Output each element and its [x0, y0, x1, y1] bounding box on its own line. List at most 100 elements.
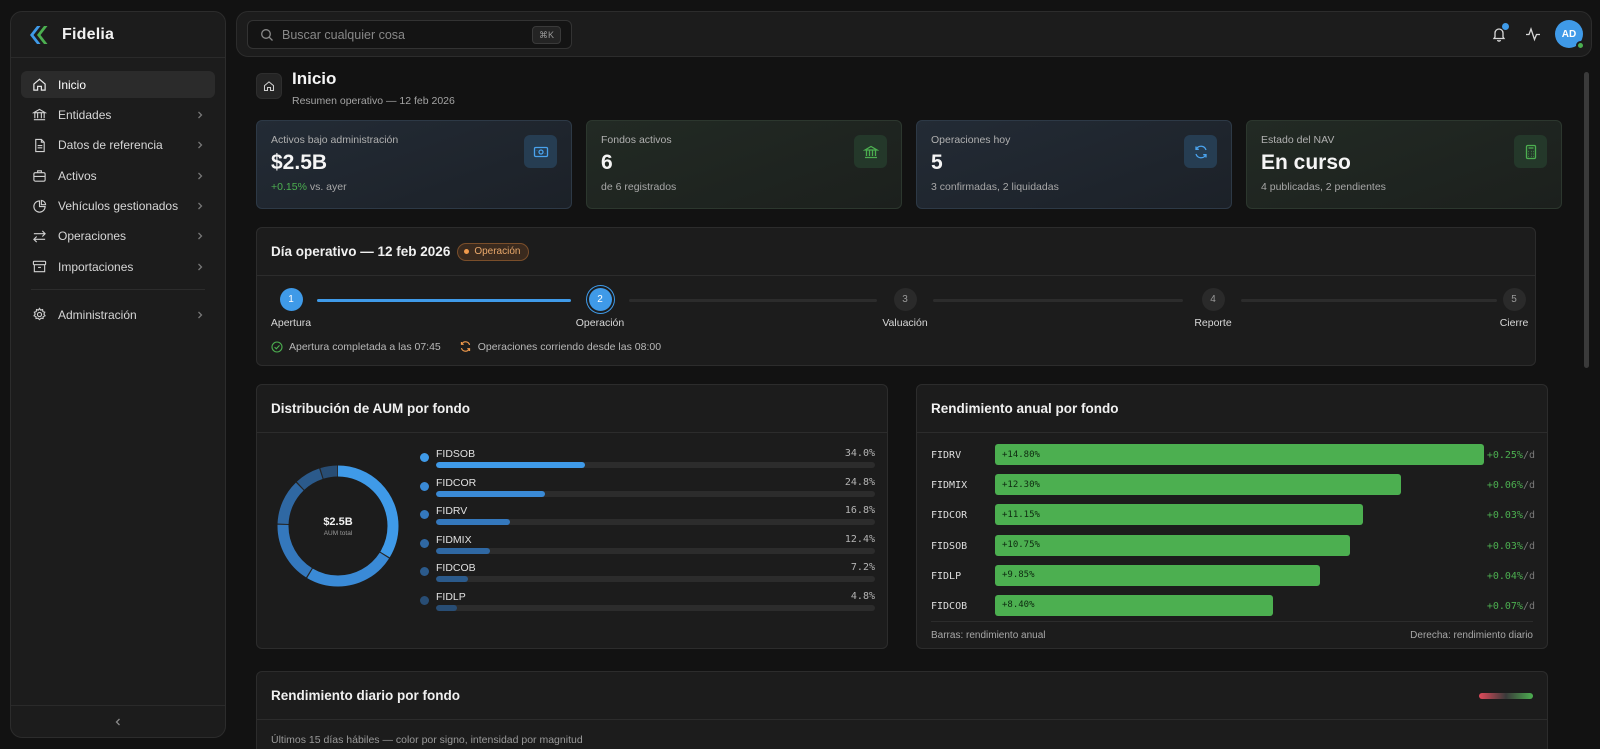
sidebar-item-administracion[interactable]: Administración — [21, 301, 215, 328]
sidebar-item-inicio[interactable]: Inicio — [21, 71, 215, 98]
page-header: Inicio Resumen operativo — 12 feb 2026 — [256, 69, 455, 107]
stat-value: 6 — [601, 151, 613, 174]
daily-unit: /d — [1522, 570, 1535, 582]
search-shortcut: ⌘K — [531, 26, 561, 44]
fund-name: FIDCOR — [931, 510, 968, 522]
sidebar-item-datos-referencia[interactable]: Datos de referencia — [21, 132, 215, 159]
sidebar-item-label: Datos de referencia — [58, 138, 163, 153]
stepper-connector — [933, 299, 1183, 302]
performance-row[interactable]: FIDLP +9.85% +0.04%/d — [931, 564, 1535, 595]
donut-segment[interactable] — [277, 465, 399, 587]
step-label: Valuación — [882, 317, 928, 329]
fund-name: FIDCOB — [931, 600, 968, 612]
card-header: Distribución de AUM por fondo — [257, 385, 887, 433]
footer-left-note: Barras: rendimiento anual — [931, 630, 1046, 641]
note-text: Apertura completada a las 07:45 — [289, 340, 441, 353]
stat-label: Estado del NAV — [1261, 134, 1335, 146]
legend-dot — [420, 510, 429, 520]
operational-day-card: Día operativo — 12 feb 2026 Operación 1 … — [256, 227, 1536, 366]
sidebar-item-vehiculos[interactable]: Vehículos gestionados — [21, 193, 215, 220]
donut-segment[interactable] — [277, 465, 399, 587]
main-scrollbar[interactable] — [1584, 72, 1589, 368]
sidebar-nav: Inicio Entidades Datos de referencia Act… — [11, 58, 225, 328]
avatar[interactable]: AD — [1555, 20, 1585, 50]
aum-fund-row[interactable]: FIDCOR 24.8% — [420, 475, 875, 504]
performance-row[interactable]: FIDCOB +8.40% +0.07%/d — [931, 594, 1535, 625]
aum-fund-row[interactable]: FIDRV 16.8% — [420, 503, 875, 532]
stat-card-nav[interactable]: Estado del NAV En curso 4 publicadas, 2 … — [1246, 120, 1562, 209]
fund-name: FIDSOB — [436, 448, 476, 460]
aum-bar-fill — [436, 490, 545, 497]
aum-fund-row[interactable]: FIDCOB 7.2% — [420, 560, 875, 589]
search-input[interactable] — [282, 27, 522, 42]
card-title: Rendimiento anual por fondo — [931, 401, 1119, 416]
fund-percent: 34.0% — [844, 448, 875, 459]
sidebar-item-importaciones[interactable]: Importaciones — [21, 253, 215, 280]
performance-row[interactable]: FIDRV +14.80% +0.25%/d — [931, 444, 1535, 474]
step-cierre[interactable]: 5 Cierre — [1499, 288, 1529, 329]
sidebar-item-activos[interactable]: Activos — [21, 162, 215, 189]
stat-card-aum[interactable]: Activos bajo administración $2.5B +0.15%… — [256, 120, 572, 209]
fund-name: FIDRV — [931, 450, 962, 461]
step-apertura[interactable]: 1 Apertura — [271, 288, 311, 329]
fund-name: FIDRV — [436, 505, 468, 518]
step-label: Apertura — [270, 317, 312, 329]
daily-return-value: +0.04% — [1486, 570, 1523, 582]
performance-row[interactable]: FIDMIX +12.30% +0.06%/d — [931, 474, 1535, 504]
annual-return-bar: +8.40% — [995, 594, 1273, 616]
sidebar-item-label: Administración — [58, 307, 137, 322]
sidebar-collapse-button[interactable] — [11, 705, 225, 737]
daily-return: +0.07%/d — [1487, 601, 1535, 612]
performance-row[interactable]: FIDCOR +11.15% +0.03%/d — [931, 504, 1535, 534]
stat-card-operations[interactable]: Operaciones hoy 5 3 confirmadas, 2 liqui… — [916, 120, 1232, 209]
legend-dot — [420, 567, 429, 577]
daily-unit: /d — [1522, 540, 1535, 552]
performance-row[interactable]: FIDSOB +10.75% +0.03%/d — [931, 534, 1535, 565]
chevron-right-icon — [198, 202, 203, 210]
donut-segment[interactable] — [277, 465, 399, 587]
chevron-right-icon — [198, 111, 203, 119]
aum-fund-row[interactable]: FIDLP 4.8% — [420, 589, 875, 618]
step-valuacion[interactable]: 3 Valuación — [882, 288, 928, 329]
brand[interactable]: Fidelia — [11, 12, 225, 58]
sidebar-item-entidades[interactable]: Entidades — [21, 101, 215, 128]
aum-bar-track — [436, 576, 875, 583]
footer-right-note: Derecha: rendimiento diario — [1410, 630, 1533, 641]
daily-return-value: +0.06% — [1486, 480, 1523, 492]
search-box[interactable]: ⌘K — [247, 20, 572, 49]
stat-card-funds[interactable]: Fondos activos 6 de 6 registrados — [586, 120, 902, 209]
stepper-connector — [317, 299, 571, 302]
donut-total-label: AUM total — [323, 529, 353, 537]
activity-icon — [1526, 27, 1540, 42]
step-number: 3 — [893, 288, 917, 311]
stat-sub-text: vs. ayer — [306, 181, 347, 193]
stat-sub: +0.15% vs. ayer — [271, 181, 557, 193]
annual-return-bar: +9.85% — [995, 564, 1321, 586]
status-dot — [464, 249, 470, 254]
briefcase-icon — [31, 168, 47, 184]
sidebar-item-operaciones[interactable]: Operaciones — [21, 223, 215, 250]
fidelia-logo — [30, 25, 48, 44]
sidebar-item-label: Inicio — [58, 77, 87, 92]
aum-fund-row[interactable]: FIDMIX 12.4% — [420, 532, 875, 561]
daily-return: +0.06%/d — [1487, 480, 1535, 491]
donut-svg — [277, 465, 399, 587]
step-reporte[interactable]: 4 Reporte — [1190, 288, 1236, 329]
online-indicator — [1576, 41, 1585, 50]
step-operacion[interactable]: 2 Operación — [575, 288, 625, 329]
bell-icon — [1492, 28, 1506, 42]
aum-fund-row[interactable]: FIDSOB 34.0% — [420, 446, 875, 475]
aum-bar-fill — [436, 462, 586, 468]
notifications-button[interactable] — [1485, 20, 1513, 48]
performance-footer: Barras: rendimiento anual Derecha: rendi… — [931, 621, 1533, 641]
note-operaciones: Operaciones corriendo desde las 08:00 — [459, 340, 661, 353]
step-label: Operación — [575, 317, 625, 329]
fund-name: FIDMIX — [931, 480, 968, 492]
aum-bar-fill — [436, 547, 491, 554]
activity-button[interactable] — [1519, 20, 1547, 48]
step-number: 5 — [1502, 288, 1526, 311]
aum-donut-chart: $2.5B AUM total — [275, 463, 401, 589]
avatar-initials: AD — [1561, 28, 1577, 40]
aum-distribution-card: Distribución de AUM por fondo $2.5B AUM … — [256, 384, 888, 649]
stepper: 1 Apertura 2 Operación 3 Valuación 4 Rep… — [271, 288, 1528, 329]
